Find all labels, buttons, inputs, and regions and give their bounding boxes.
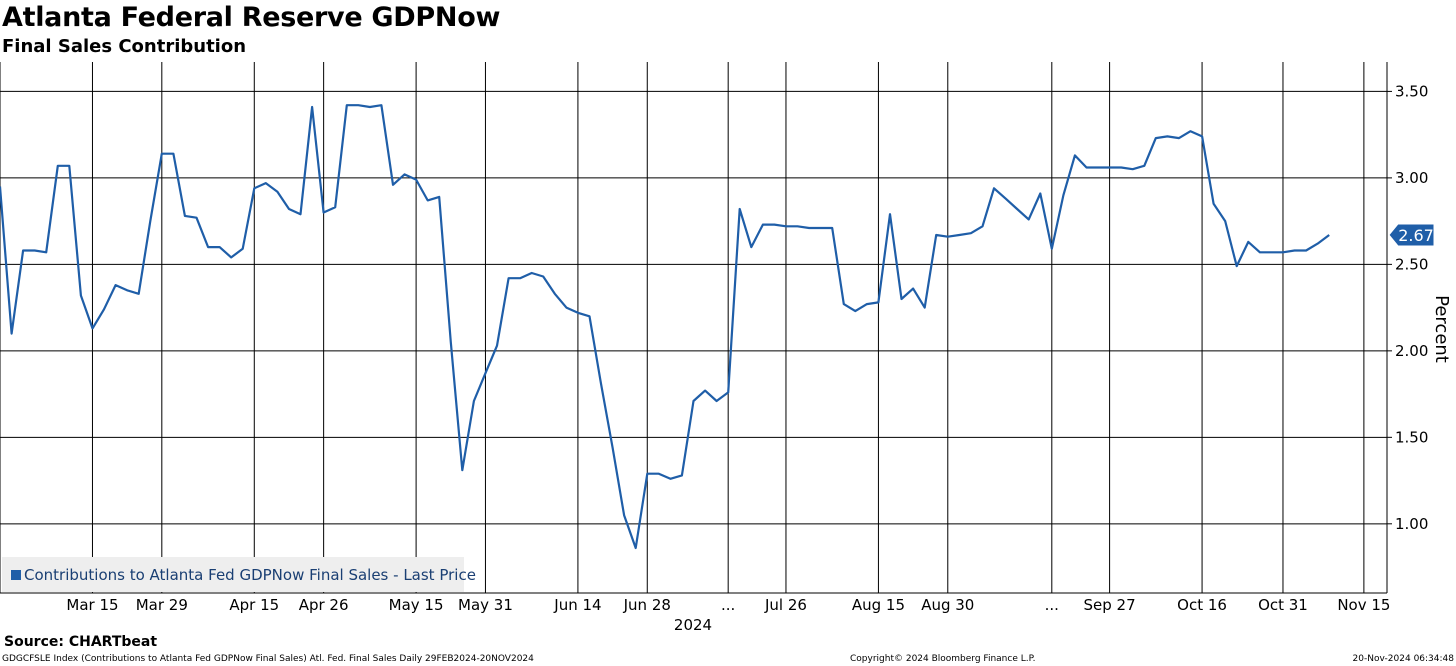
x-axis-label: 2024 [674, 616, 712, 634]
x-tick-label: Jun 28 [623, 596, 671, 614]
y-tick-label: 2.50 [1395, 255, 1428, 273]
legend-swatch [11, 570, 21, 580]
y-tick-label: 3.00 [1395, 169, 1428, 187]
source-label: Source: CHARTbeat [4, 634, 158, 650]
footer-timestamp: 20-Nov-2024 06:34:48 [1352, 654, 1454, 664]
axes [0, 62, 1392, 594]
legend: Contributions to Atlanta Fed GDPNow Fina… [2, 557, 476, 592]
x-tick-label: Apr 15 [229, 596, 279, 614]
last-value-label: 2.67 [1398, 226, 1434, 245]
x-tick-label: Mar 29 [136, 596, 188, 614]
grid-lines [0, 62, 1387, 593]
footer-index-description: GDGCFSLE Index (Contributions to Atlanta… [2, 654, 534, 664]
chart-title: Atlanta Federal Reserve GDPNow [2, 2, 501, 33]
x-tick-label: ... [1045, 596, 1059, 614]
x-tick-label: Nov 15 [1337, 596, 1390, 614]
x-tick-label: Jun 14 [553, 596, 601, 614]
last-value-marker: 2.67 [1388, 223, 1435, 247]
y-axis-label: Percent [1431, 295, 1452, 363]
x-tick-label: Mar 15 [66, 596, 118, 614]
tick-labels: 1.00 1.50 2.00 2.50 3.00 3.50 Mar 15 Mar 29 Apr … [66, 82, 1452, 634]
series-line-final-sales [0, 104, 1330, 550]
x-tick-label: Oct 16 [1177, 596, 1227, 614]
x-tick-label: May 15 [389, 596, 444, 614]
y-tick-label: 1.00 [1395, 515, 1428, 533]
x-tick-label: Oct 31 [1258, 596, 1308, 614]
series-group [0, 104, 1330, 550]
chart-subtitle: Final Sales Contribution [2, 36, 247, 57]
x-tick-label: Aug 30 [921, 596, 974, 614]
x-tick-label: May 31 [458, 596, 513, 614]
x-tick-label: Jul 26 [764, 596, 807, 614]
x-tick-label: ... [721, 596, 735, 614]
y-tick-label: 3.50 [1395, 82, 1428, 100]
y-tick-label: 2.00 [1395, 342, 1428, 360]
x-tick-label: Sep 27 [1084, 596, 1136, 614]
footer-copyright: Copyright© 2024 Bloomberg Finance L.P. [850, 654, 1036, 664]
x-tick-label: Apr 26 [299, 596, 349, 614]
x-tick-label: Aug 15 [852, 596, 905, 614]
last-value-badge [1388, 223, 1435, 247]
y-tick-label: 1.50 [1395, 428, 1428, 446]
legend-label: Contributions to Atlanta Fed GDPNow Fina… [24, 566, 476, 584]
